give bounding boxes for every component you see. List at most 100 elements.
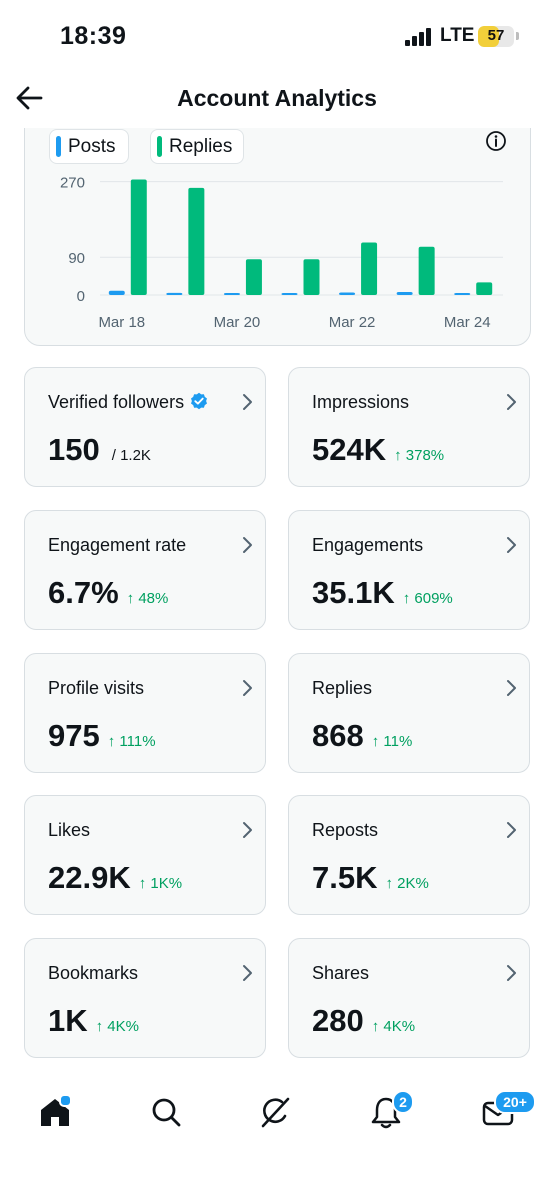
metric-change: ↑ 111% (107, 733, 156, 750)
metric-label: Bookmarks (48, 963, 138, 984)
bar-posts (396, 292, 413, 295)
x-tick-label: Mar 18 (98, 314, 145, 331)
metric-card-engagements[interactable]: Engagements 35.1K ↑ 609% (288, 510, 530, 630)
chevron-right-icon (243, 965, 252, 981)
page-title: Account Analytics (177, 85, 377, 111)
tab-grok[interactable] (257, 1094, 297, 1134)
metric-value-number: 280 (312, 1003, 364, 1038)
metric-value-number: 524K (312, 432, 387, 467)
metric-label-text: Impressions (312, 392, 410, 412)
legend-posts[interactable]: Posts (49, 129, 129, 164)
metric-card-engagement-rate[interactable]: Engagement rate 6.7% ↑ 48% (24, 510, 266, 630)
metric-value: 975 ↑ 111% (48, 718, 156, 754)
metric-label: Impressions (312, 392, 409, 413)
battery-tip (516, 32, 519, 40)
messages-badge: 20+ (494, 1090, 536, 1114)
bar-replies (361, 242, 378, 295)
legend-replies[interactable]: Replies (150, 129, 244, 164)
metric-label: Reposts (312, 820, 378, 841)
metric-card-shares[interactable]: Shares 280 ↑ 4K% (288, 938, 530, 1058)
metric-label: Likes (48, 820, 90, 841)
metric-label-text: Engagements (312, 535, 424, 555)
tab-search[interactable] (148, 1094, 188, 1134)
battery-level: 57 (487, 27, 505, 44)
bar-posts (223, 293, 240, 295)
chevron-right-icon (507, 394, 516, 410)
metric-card-impressions[interactable]: Impressions 524K ↑ 378% (288, 367, 530, 487)
metric-value-number: 7.5K (312, 860, 378, 895)
verified-badge-icon (191, 393, 208, 410)
bar-chart: 0 90 270 Mar 18 Mar 20 Mar 22 Mar 24 (60, 175, 503, 331)
chevron-right-icon (243, 537, 252, 553)
bar-posts (281, 293, 298, 295)
metric-label-text: Shares (312, 963, 370, 983)
replies-swatch (157, 136, 162, 157)
x-tick-label: Mar 20 (214, 314, 261, 331)
metric-value: 22.9K ↑ 1K% (48, 860, 182, 896)
tab-notifications[interactable]: 2 (368, 1090, 414, 1134)
metric-label-text: Profile visits (48, 678, 145, 698)
metric-label-text: Replies (312, 678, 373, 698)
metric-change: ↑ 4K% (371, 1018, 416, 1035)
metric-value-number: 868 (312, 718, 364, 753)
metric-card-replies[interactable]: Replies 868 ↑ 11% (288, 653, 530, 773)
metric-card-bookmarks[interactable]: Bookmarks 1K ↑ 4K% (24, 938, 266, 1058)
back-arrow-icon[interactable] (12, 80, 48, 116)
chevron-right-icon (243, 822, 252, 838)
metric-label-text: Engagement rate (48, 535, 187, 555)
bar-posts (454, 293, 471, 295)
search-icon (152, 1098, 181, 1127)
metric-label: Shares (312, 963, 369, 984)
x-tick-label: Mar 24 (444, 314, 491, 331)
metric-change: ↑ 609% (402, 590, 453, 607)
metric-value-number: 1K (48, 1003, 88, 1038)
metric-label-text: Verified followers (48, 392, 185, 412)
metric-label-text: Bookmarks (48, 963, 139, 983)
tab-bar: 2 20+ (0, 1084, 554, 1144)
chevron-right-icon (507, 822, 516, 838)
metric-label: Replies (312, 678, 372, 699)
metric-label: Engagement rate (48, 535, 186, 556)
metric-card-reposts[interactable]: Reposts 7.5K ↑ 2K% (288, 795, 530, 915)
metric-change: ↑ 2K% (385, 875, 429, 892)
posts-swatch (56, 136, 61, 157)
chevron-right-icon (507, 965, 516, 981)
grok-icon (261, 1097, 290, 1128)
metric-card-verified-followers[interactable]: Verified followers 150 / 1.2K (24, 367, 266, 487)
bar-replies (130, 179, 147, 295)
bar-replies (303, 259, 320, 295)
metric-value-number: 150 (48, 432, 100, 467)
metric-value-number: 22.9K (48, 860, 131, 895)
metric-label: Verified followers (48, 392, 208, 413)
y-tick-label: 0 (77, 288, 85, 305)
home-notification-dot (59, 1094, 72, 1107)
chevron-right-icon (507, 537, 516, 553)
metric-value-number: 6.7% (48, 575, 119, 610)
tab-messages[interactable]: 20+ (480, 1090, 536, 1134)
chevron-right-icon (243, 680, 252, 696)
bar-replies (418, 246, 435, 295)
metric-value: 6.7% ↑ 48% (48, 575, 168, 611)
bar-posts (339, 292, 356, 295)
header: Account Analytics (0, 72, 554, 128)
notifications-badge: 2 (392, 1090, 414, 1114)
metric-value-number: 975 (48, 718, 100, 753)
bar-replies (476, 282, 493, 295)
info-icon[interactable] (485, 130, 507, 152)
bar-replies (188, 187, 205, 295)
x-tick-label: Mar 22 (329, 314, 376, 331)
tab-home[interactable] (37, 1094, 77, 1134)
metric-value: 35.1K ↑ 609% (312, 575, 453, 611)
chevron-right-icon (507, 680, 516, 696)
chevron-right-icon (243, 394, 252, 410)
metric-value: 1K ↑ 4K% (48, 1003, 139, 1039)
legend-replies-label: Replies (169, 136, 233, 157)
metric-value: 524K ↑ 378% (312, 432, 444, 468)
metric-value: 7.5K ↑ 2K% (312, 860, 429, 896)
battery-icon: 57 (478, 26, 514, 47)
metric-total: / 1.2K (111, 447, 151, 464)
metric-card-likes[interactable]: Likes 22.9K ↑ 1K% (24, 795, 266, 915)
signal-icon (405, 28, 435, 46)
metric-card-profile-visits[interactable]: Profile visits 975 ↑ 111% (24, 653, 266, 773)
status-time: 18:39 (60, 22, 127, 50)
